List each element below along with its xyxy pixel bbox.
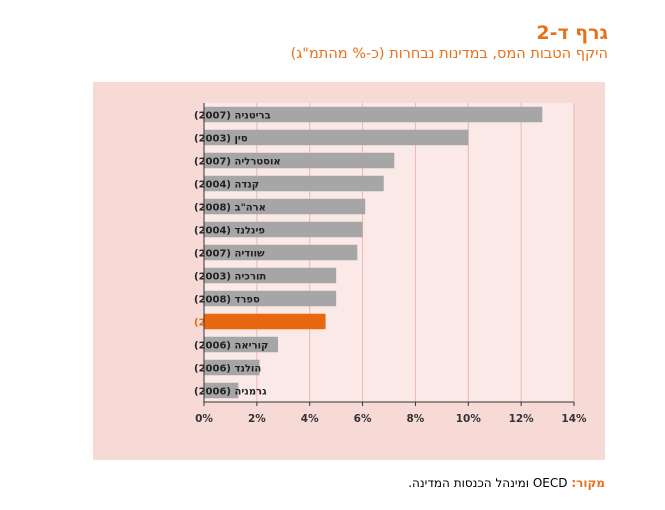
x-tick-label: 2% bbox=[248, 413, 266, 425]
category-label: סין (2003) bbox=[194, 134, 248, 145]
category-label: תורכיה (2003) bbox=[194, 272, 266, 283]
category-label: פינלנד (2004) bbox=[194, 226, 265, 237]
chart-title: גרף ד-2 bbox=[536, 22, 608, 44]
x-tick-label: 10% bbox=[456, 413, 482, 425]
x-tick-label: 8% bbox=[407, 413, 425, 425]
bar-highlight bbox=[204, 313, 326, 330]
x-tick-label: 0% bbox=[195, 413, 213, 425]
category-label: בריטניה (2007) bbox=[194, 111, 271, 122]
category-label: קנדה (2004) bbox=[194, 180, 259, 191]
bar bbox=[204, 244, 358, 261]
bar bbox=[204, 267, 337, 284]
bar bbox=[204, 382, 239, 399]
chart-subtitle: היקף הטבות המס, במדינות נבחרות (כ-% מהתמ… bbox=[290, 46, 608, 62]
x-tick-label: 4% bbox=[301, 413, 319, 425]
source-label: מקור: bbox=[571, 476, 605, 490]
category-label: הולנד (2006) bbox=[194, 364, 261, 375]
bar bbox=[204, 129, 469, 146]
x-tick-label: 14% bbox=[561, 413, 587, 425]
category-label: אוסטרליה (2007) bbox=[194, 157, 281, 168]
bar bbox=[204, 152, 395, 169]
category-label: ספרד (2008) bbox=[194, 295, 260, 306]
bar bbox=[204, 221, 363, 238]
category-label: ארה"ב (2008) bbox=[194, 203, 266, 214]
source-note: מקור: OECD ומינהל הכנסות המדינה. bbox=[408, 476, 605, 490]
chart-panel: 0% 2% 4% 6% 8% 10% 12% 14% בריטניה (2007) סין (20… bbox=[93, 82, 605, 460]
bar bbox=[204, 290, 337, 307]
bar-chart: 0% 2% 4% 6% 8% 10% 12% 14% בריטניה (2007) סין (20… bbox=[194, 103, 587, 425]
category-label: ישראל (2011) bbox=[194, 318, 264, 329]
bar bbox=[204, 106, 543, 123]
x-tick-label: 12% bbox=[509, 413, 535, 425]
bar bbox=[204, 336, 278, 353]
category-label: קוריאה (2006) bbox=[194, 341, 268, 352]
category-label: שוודיה (2007) bbox=[194, 249, 265, 260]
category-label: גרמניה (2006) bbox=[194, 387, 267, 398]
bar bbox=[204, 359, 260, 376]
x-tick-label: 6% bbox=[354, 413, 372, 425]
bar bbox=[204, 198, 366, 215]
bar bbox=[204, 175, 384, 192]
source-text: OECD ומינהל הכנסות המדינה. bbox=[408, 476, 568, 490]
